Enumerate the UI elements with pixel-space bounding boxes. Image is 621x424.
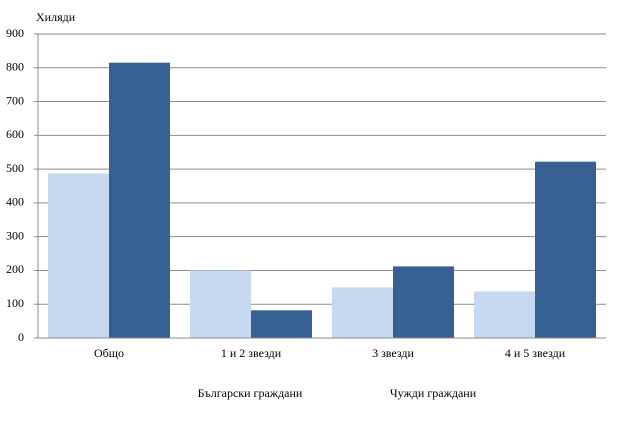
legend-label: Чужди граждани	[390, 386, 477, 400]
x-tick-label: 3 звезди	[372, 346, 414, 360]
y-tick-label: 900	[6, 26, 24, 40]
bar	[109, 62, 170, 338]
x-tick-label: 1 и 2 звезди	[221, 346, 282, 360]
bar	[332, 287, 393, 338]
legend-label: Български граждани	[198, 386, 303, 400]
bar	[474, 291, 535, 338]
x-tick-label: Общо	[94, 346, 124, 360]
y-tick-label: 300	[6, 228, 24, 242]
y-tick-label: 400	[6, 195, 24, 209]
y-tick-label: 800	[6, 60, 24, 74]
x-tick-label: 4 и 5 звезди	[505, 346, 566, 360]
y-tick-label: 600	[6, 127, 24, 141]
y-tick-label: 0	[18, 330, 24, 344]
y-tick-label: 200	[6, 262, 24, 276]
bar	[48, 173, 109, 338]
bar	[251, 310, 312, 338]
bar	[190, 270, 251, 338]
bar	[393, 266, 454, 338]
bar	[535, 161, 596, 338]
y-tick-label: 500	[6, 161, 24, 175]
y-tick-label: 100	[6, 296, 24, 310]
y-axis-label: Хиляди	[36, 10, 76, 24]
y-tick-label: 700	[6, 93, 24, 107]
